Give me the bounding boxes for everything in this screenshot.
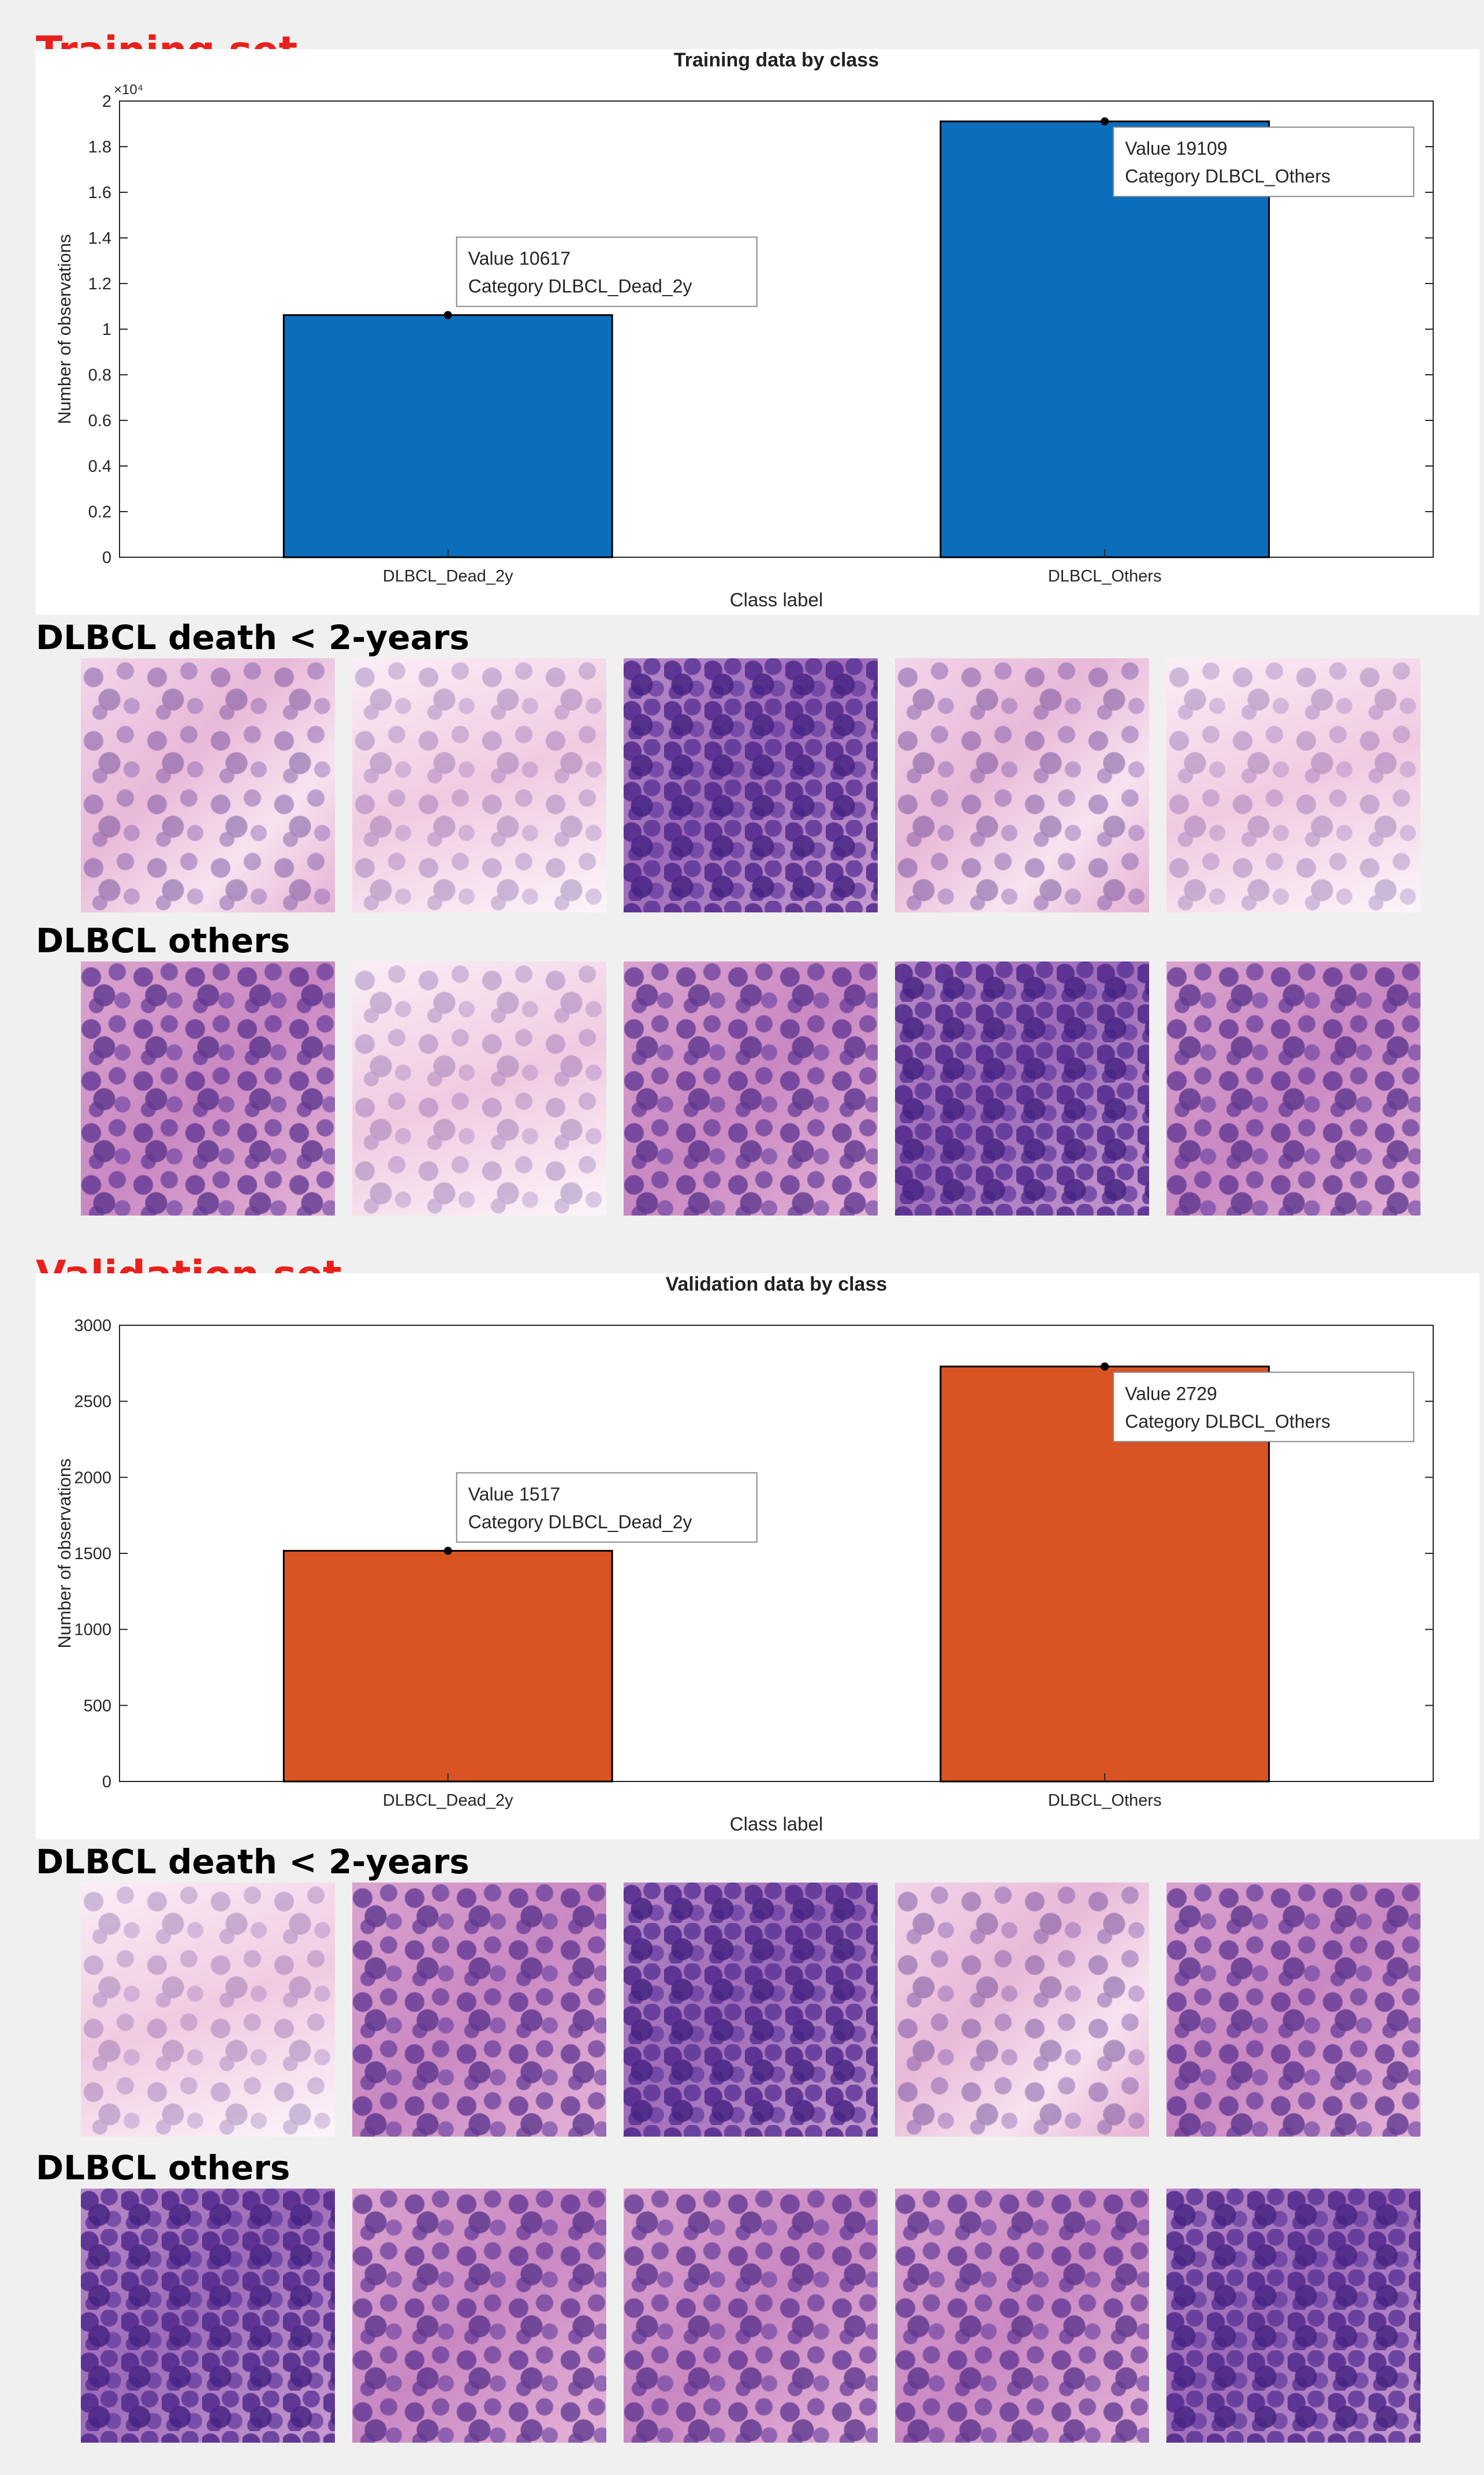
training-ytick-label: 1.4	[88, 229, 111, 248]
validation-datatip-1: Value 1517 Category DLBCL_Dead_2y	[443, 1472, 758, 1555]
training-datatip-2: Value 19109 Category DLBCL_Others	[1101, 117, 1415, 197]
training-others-histology-image-5	[1166, 961, 1420, 1216]
training-datatip-category: Category DLBCL_Others	[1125, 166, 1330, 187]
training-datatip-marker	[1101, 117, 1109, 126]
validation-others-histology-image-1	[81, 2189, 335, 2443]
training-datatip-box	[456, 236, 758, 307]
training-datatip-value: Value 19109	[1125, 138, 1227, 159]
validation-ytick-label: 1000	[74, 1621, 111, 1639]
validation-datatip-category: Category DLBCL_Others	[1125, 1411, 1330, 1432]
training-ytick-label: 0.2	[88, 503, 111, 521]
training-dead2y-histology-image-4	[895, 658, 1149, 912]
validation-chart-panel: Validation data by class 0 500 1000 1500 2000…	[36, 1273, 1479, 1839]
training-x-axis-label: Class label	[730, 589, 823, 610]
validation-dead2y-histology-image-1	[81, 1883, 335, 2137]
validation-datatip-value: Value 2729	[1125, 1383, 1217, 1404]
validation-datatip-marker	[1101, 1362, 1109, 1371]
training-datatip-box	[1113, 126, 1415, 197]
validation-bar-dlbcl-dead-2y	[282, 1550, 613, 1783]
training-group2-title: DLBCL others	[36, 921, 290, 960]
training-dead2y-histology-image-5	[1166, 658, 1420, 912]
validation-xtick-label: DLBCL_Others	[1048, 1791, 1162, 1810]
training-ytick-label: 0	[102, 549, 111, 567]
validation-xtick-label: DLBCL_Dead_2y	[383, 1791, 513, 1810]
training-others-histology-image-3	[624, 961, 878, 1216]
validation-group1-title: DLBCL death < 2-years	[36, 1842, 469, 1881]
training-chart-title: Training data by class	[674, 49, 879, 71]
training-dead2y-histology-image-1	[81, 658, 335, 912]
training-datatip-category: Category DLBCL_Dead_2y	[468, 276, 692, 297]
validation-datatip-marker	[443, 1546, 452, 1555]
validation-dead2y-histology-image-3	[624, 1883, 878, 2137]
training-ytick-label: 1.6	[88, 184, 111, 202]
validation-others-histology-image-5	[1166, 2189, 1420, 2443]
validation-x-axis-label: Class label	[730, 1813, 823, 1835]
validation-datatip-2: Value 2729 Category DLBCL_Others	[1101, 1362, 1415, 1442]
training-chart-panel: Training data by class 0 0.2 0.4 0.6 0.8 1 1.2 1…	[36, 49, 1479, 615]
training-ytick-label: 0.8	[88, 366, 111, 385]
training-y-exponent-label: ×10⁴	[114, 82, 143, 98]
training-bar-dlbcl-dead-2y	[282, 314, 613, 558]
training-datatip-marker	[443, 311, 452, 319]
validation-ytick-label: 3000	[74, 1317, 111, 1335]
training-ytick-label: 1	[102, 320, 111, 339]
training-group2-tiles	[81, 961, 1420, 1216]
training-others-histology-image-2	[352, 961, 606, 1216]
validation-datatip-value: Value 1517	[468, 1484, 561, 1505]
training-datatip-1: Value 10617 Category DLBCL_Dead_2y	[443, 236, 758, 319]
validation-group2-title: DLBCL others	[36, 2148, 290, 2187]
validation-group2-tiles	[81, 2189, 1420, 2443]
validation-ytick-label: 2500	[74, 1393, 111, 1411]
validation-ytick-label: 500	[84, 1697, 111, 1715]
training-datatip-value: Value 10617	[468, 248, 571, 269]
validation-others-histology-image-2	[352, 2189, 606, 2443]
validation-y-axis-label: Number of observations	[54, 1458, 74, 1648]
training-ytick-label: 0.4	[88, 457, 111, 476]
training-xtick-label: DLBCL_Dead_2y	[383, 567, 513, 586]
validation-datatip-box	[1113, 1371, 1415, 1442]
training-others-histology-image-1	[81, 961, 335, 1216]
validation-others-histology-image-4	[895, 2189, 1149, 2443]
validation-ytick-label: 2000	[74, 1468, 111, 1487]
training-ytick-label: 1.2	[88, 275, 111, 293]
validation-ytick-label: 1500	[74, 1545, 111, 1563]
training-xtick-label: DLBCL_Others	[1048, 567, 1162, 586]
training-group1-tiles	[81, 658, 1420, 912]
training-ytick-label: 2	[102, 92, 111, 111]
training-dead2y-histology-image-2	[352, 658, 606, 912]
training-dead2y-histology-image-3	[624, 658, 878, 912]
training-ytick-label: 1.8	[88, 138, 111, 156]
training-bar-chart: Training data by class 0 0.2 0.4 0.6 0.8 1 1.2 1…	[54, 49, 1434, 610]
training-others-histology-image-4	[895, 961, 1149, 1216]
training-ytick-label: 0.6	[88, 412, 111, 430]
validation-datatip-category: Category DLBCL_Dead_2y	[468, 1512, 692, 1533]
validation-others-histology-image-3	[624, 2189, 878, 2443]
validation-dead2y-histology-image-2	[352, 1883, 606, 2137]
validation-datatip-box	[456, 1472, 758, 1543]
validation-dead2y-histology-image-4	[895, 1883, 1149, 2137]
validation-bar-chart: Validation data by class 0 500 1000 1500 2000…	[54, 1273, 1434, 1835]
training-group1-title: DLBCL death < 2-years	[36, 618, 469, 657]
validation-chart-title: Validation data by class	[666, 1273, 888, 1295]
validation-dead2y-histology-image-5	[1166, 1883, 1420, 2137]
validation-ytick-label: 0	[102, 1773, 111, 1791]
validation-group1-tiles	[81, 1883, 1420, 2137]
training-y-axis-label: Number of observations	[54, 234, 74, 424]
